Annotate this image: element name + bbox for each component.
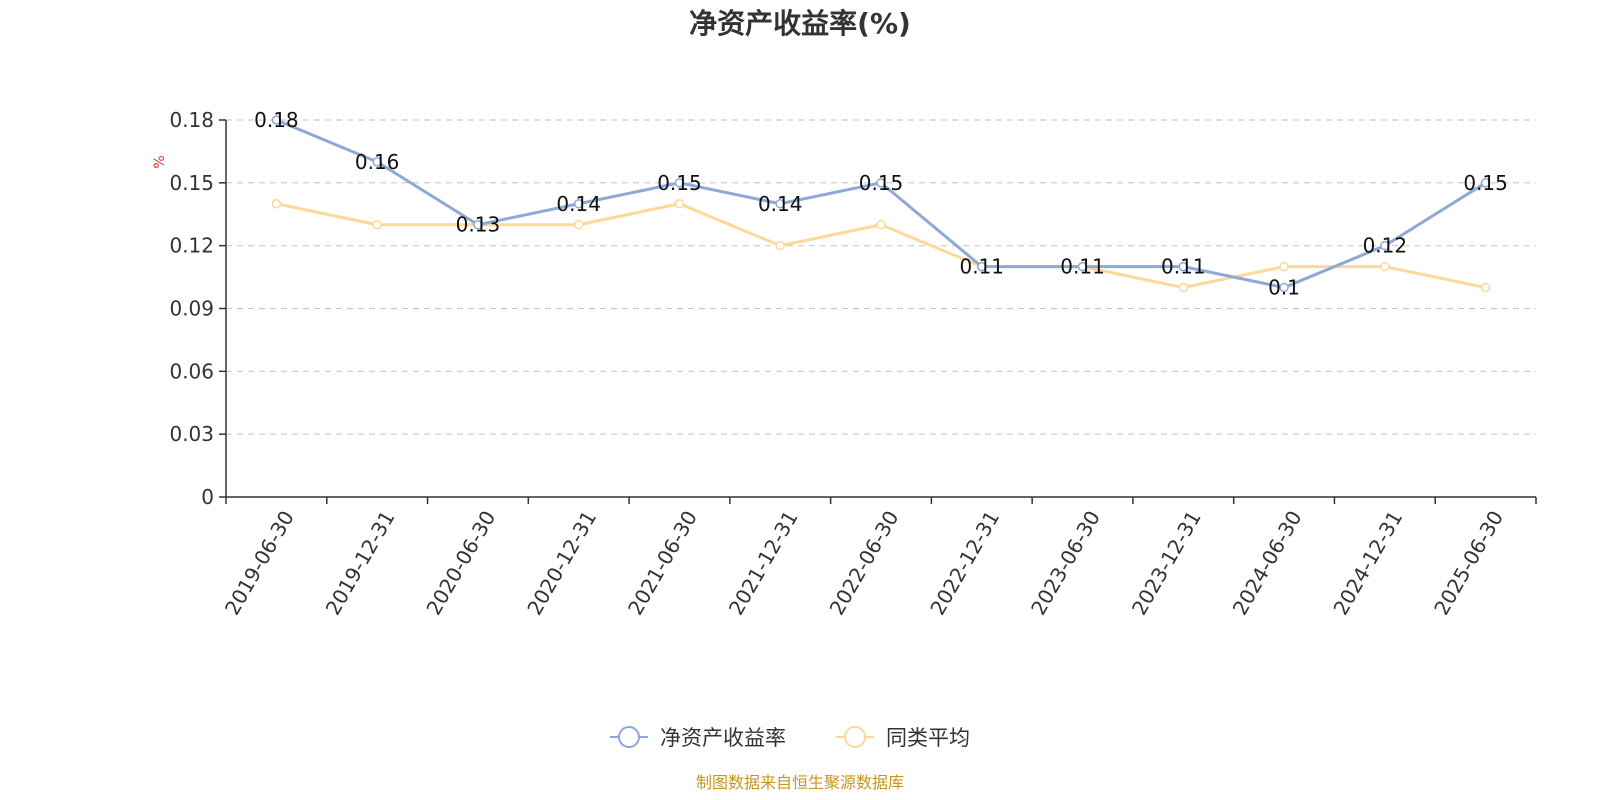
series-0-point — [1178, 261, 1189, 272]
chart-title: 净资产收益率(%) — [689, 7, 911, 40]
series-0-point — [1380, 240, 1390, 251]
series-layer — [271, 115, 1491, 293]
series-1-point — [1178, 282, 1189, 293]
data-label: 0.11 — [1060, 255, 1105, 279]
y-tick-label: 0.15 — [169, 171, 214, 195]
x-tick-label: 2019-06-30 — [220, 507, 299, 620]
series-0-point — [473, 219, 483, 230]
series-1-point — [876, 219, 886, 230]
legend-label-0: 净资产收益率 — [660, 726, 786, 750]
series-1-point — [1480, 282, 1491, 293]
axes: 0 0.03 0.06 0.09 0.12 0.15 0.18 2019-06-30 2019-… — [169, 108, 1537, 620]
series-1-point — [372, 219, 382, 230]
series-0-point — [775, 199, 785, 209]
data-label: 0.14 — [758, 192, 803, 216]
x-tick-label: 2023-12-31 — [1127, 507, 1206, 620]
series-1-point — [1279, 261, 1289, 272]
x-tick-label: 2020-06-30 — [421, 507, 500, 620]
x-tick-label: 2024-12-31 — [1328, 507, 1407, 620]
data-label: 0.11 — [960, 255, 1005, 279]
series-line-0 — [275, 118, 1487, 290]
y-tick-label: 0.03 — [169, 422, 214, 446]
x-tick-label: 2024-06-30 — [1228, 507, 1307, 620]
series-1-point — [1380, 261, 1390, 272]
legend-marker-0 — [618, 726, 640, 748]
y-tick-label: 0.12 — [169, 234, 214, 258]
x-tick-label: 2020-12-31 — [522, 507, 601, 620]
y-tick-label: 0.09 — [169, 297, 214, 321]
series-0-point — [271, 115, 282, 125]
data-label: 0.15 — [657, 171, 702, 195]
series-0-point — [876, 178, 886, 188]
data-label: 0.16 — [355, 150, 400, 174]
series-0-point — [573, 199, 584, 209]
y-tick-label: 0 — [201, 485, 214, 509]
data-label: 0.15 — [1463, 171, 1508, 195]
data-labels: 0.18 0.16 0.13 0.14 0.15 0.14 0.15 0.11 0.11 0.11… — [254, 108, 1508, 300]
series-1-point — [573, 219, 584, 230]
series-0-point — [1279, 282, 1289, 293]
source-note: 制图数据来自恒生聚源数据库 — [696, 773, 904, 792]
data-label: 0.1 — [1268, 276, 1300, 300]
series-0-point — [372, 157, 382, 167]
series-1-point — [775, 240, 785, 251]
data-label: 0.13 — [456, 213, 501, 237]
legend: 净资产收益率 同类平均 — [610, 726, 970, 750]
series-0-point — [1480, 178, 1491, 188]
series-0-point — [674, 178, 685, 188]
x-tick-label: 2021-06-30 — [623, 507, 702, 620]
x-tick-label: 2023-06-30 — [1026, 507, 1105, 620]
x-tick-label: 2021-12-31 — [724, 507, 803, 620]
data-label: 0.18 — [254, 108, 299, 132]
y-tick-label: 0.18 — [169, 108, 214, 132]
legend-label-1: 同类平均 — [886, 726, 970, 750]
series-1-point — [271, 199, 282, 209]
x-tick-label: 2025-06-30 — [1429, 507, 1508, 620]
data-label: 0.11 — [1161, 255, 1206, 279]
legend-marker-1 — [844, 726, 866, 748]
data-label: 0.14 — [556, 192, 601, 216]
x-tick-label: 2022-06-30 — [825, 507, 904, 620]
x-tick-label: 2019-12-31 — [321, 507, 400, 620]
data-label: 0.12 — [1363, 234, 1408, 258]
x-tick-label: 2022-12-31 — [925, 507, 1004, 620]
series-0-point — [1077, 261, 1088, 272]
series-1-point — [674, 199, 685, 209]
y-tick-label: 0.06 — [169, 359, 214, 383]
series-0-point — [977, 261, 987, 272]
data-label: 0.15 — [859, 171, 904, 195]
grid-lines — [226, 119, 1536, 435]
y-axis-unit-label: % — [152, 155, 168, 168]
